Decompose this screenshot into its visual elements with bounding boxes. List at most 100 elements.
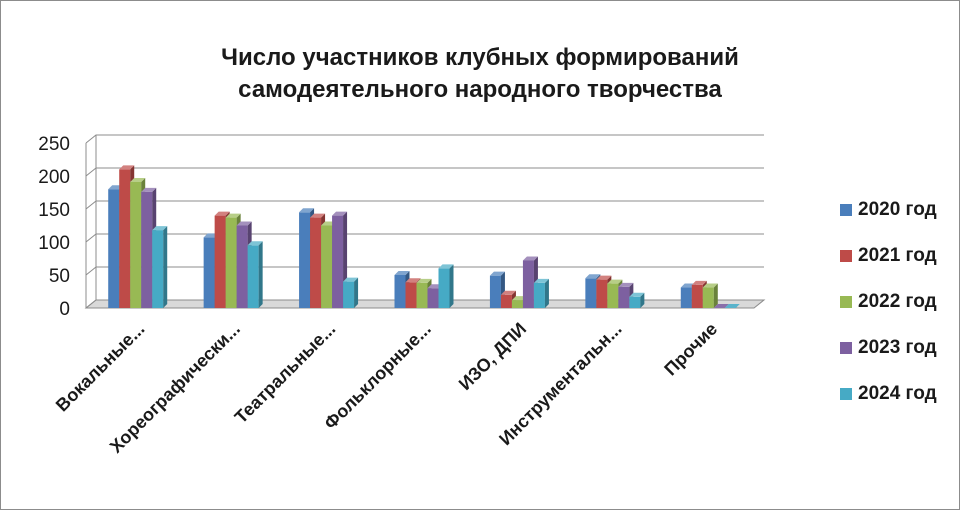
- legend-label: 2023 год: [858, 337, 937, 358]
- bar-top: [119, 165, 135, 170]
- chart-title: Число участников клубных формирований са…: [221, 44, 739, 103]
- bar-front: [618, 286, 630, 308]
- bar: [702, 283, 718, 308]
- bar-front: [489, 275, 501, 308]
- bar-front: [680, 287, 692, 308]
- bar-front: [119, 169, 131, 308]
- bar-front: [214, 215, 226, 308]
- bar: [629, 292, 645, 308]
- y-tick-label: 100: [38, 233, 70, 254]
- bar-front: [438, 268, 450, 308]
- bar-side: [163, 226, 168, 308]
- bar-top: [310, 213, 326, 218]
- bar-top: [141, 187, 157, 192]
- legend-label: 2024 год: [858, 383, 937, 404]
- bar-front: [511, 300, 523, 308]
- bar-top: [629, 292, 645, 297]
- legend-swatch: [840, 342, 852, 354]
- gridline: [85, 233, 764, 243]
- bar: [713, 304, 729, 308]
- bar-top: [405, 278, 421, 283]
- gridline: [85, 134, 764, 144]
- bar-front: [343, 281, 355, 308]
- bar-front: [225, 217, 237, 308]
- bar-front: [416, 282, 428, 308]
- bar-side: [449, 264, 454, 308]
- bar: [724, 304, 740, 308]
- bar-top: [214, 211, 230, 216]
- x-tick-label: ИЗО, ДПИ: [455, 319, 530, 394]
- bar-front: [596, 279, 608, 308]
- y-tick-label: 0: [59, 299, 70, 320]
- gridline: [85, 266, 764, 276]
- bar-front: [500, 294, 512, 308]
- bar-top: [596, 275, 612, 280]
- bar-top: [691, 280, 707, 285]
- bar-top: [522, 256, 538, 261]
- gridline: [85, 200, 764, 210]
- y-tick-label: 150: [38, 200, 70, 221]
- legend-label: 2021 год: [858, 245, 937, 266]
- bar-front: [247, 245, 259, 308]
- bar-front: [130, 181, 142, 308]
- bar-top: [702, 283, 718, 288]
- bar-side: [354, 277, 359, 308]
- bar-top: [130, 177, 146, 182]
- depth-line: [85, 299, 97, 309]
- x-tick-label: Театральные...: [231, 319, 340, 428]
- bar-side: [640, 292, 645, 308]
- bar-side: [544, 278, 549, 308]
- bar-side: [713, 283, 718, 308]
- legend-swatch: [840, 250, 852, 262]
- bar-top: [416, 278, 432, 283]
- legend-swatch: [840, 388, 852, 400]
- bar: [438, 264, 454, 308]
- bar-top: [500, 290, 516, 295]
- bar-top: [618, 282, 634, 287]
- y-tick-label: 250: [38, 134, 70, 155]
- bar-top: [236, 221, 252, 226]
- bar-top: [533, 278, 549, 283]
- bar-front: [310, 217, 322, 308]
- bar-front: [332, 215, 344, 308]
- bar-front: [607, 283, 619, 308]
- x-tick-label: Вокальные...: [52, 319, 149, 416]
- bar-front: [427, 288, 439, 308]
- legend-swatch: [840, 204, 852, 216]
- bar: [247, 241, 263, 308]
- bar-top: [225, 213, 241, 218]
- y-tick-label: 50: [49, 266, 70, 287]
- bar-top: [489, 271, 505, 276]
- bar-front: [152, 230, 164, 308]
- bar-top: [607, 279, 623, 284]
- bar-top: [332, 211, 348, 216]
- legend-swatch: [840, 296, 852, 308]
- bar-top: [152, 226, 168, 231]
- bar-top: [438, 264, 454, 269]
- bar: [533, 278, 549, 308]
- x-tick-label: Прочие: [660, 319, 721, 380]
- bar-front: [702, 287, 714, 308]
- bar-top: [724, 304, 740, 308]
- bar-front: [405, 282, 417, 308]
- bar: [343, 277, 359, 308]
- legend-label: 2022 год: [858, 291, 937, 312]
- bar-front: [141, 191, 153, 308]
- bar-front: [522, 260, 534, 308]
- y-tick-label: 200: [38, 167, 70, 188]
- bar-front: [299, 212, 311, 308]
- gridline: [85, 167, 764, 177]
- bar-front: [691, 284, 703, 308]
- bar-front: [203, 237, 215, 308]
- legend-label: 2020 год: [858, 199, 937, 220]
- bar-front: [321, 225, 333, 308]
- bar-top: [394, 271, 410, 275]
- bar-front: [585, 278, 597, 308]
- x-tick-label: Фольклорные...: [320, 319, 435, 434]
- bar-top: [299, 208, 315, 213]
- bar-top: [713, 304, 729, 308]
- bar-top: [247, 241, 263, 246]
- bar: [152, 226, 168, 308]
- bar-side: [258, 241, 263, 308]
